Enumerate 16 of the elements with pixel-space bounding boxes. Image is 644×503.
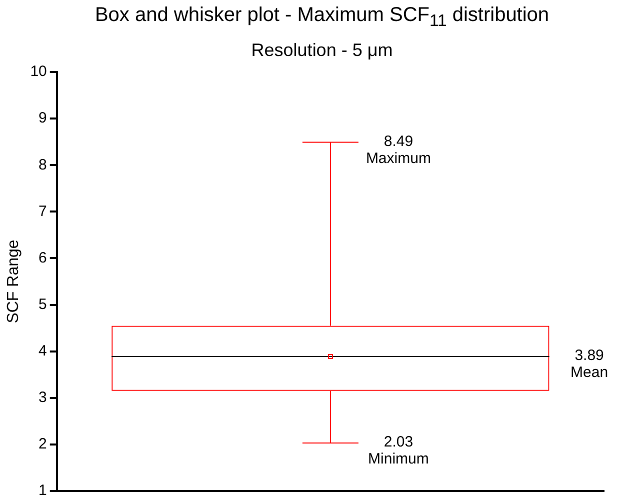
- y-tick-label: 10: [30, 63, 47, 80]
- y-tick-label: 3: [38, 389, 47, 406]
- chart-subtitle: Resolution - 5 μm: [250, 40, 394, 61]
- y-tick-label: 7: [38, 202, 47, 220]
- y-tick-label: 5: [38, 296, 47, 313]
- y-tick-label: 4: [38, 342, 47, 360]
- text: 3.89 Mean: [570, 347, 608, 382]
- y-tick-label: 8: [38, 156, 47, 174]
- y-axis-title: SCF Range: [5, 240, 22, 324]
- chart-title: Box and whisker plot - Maximum SCF$_{11}$ distribution: [94, 4, 550, 31]
- y-tick-label: 2: [38, 436, 47, 453]
- annotation: 8.49 Maximum: [366, 132, 431, 167]
- annotation: 2.03 Minimum: [368, 434, 429, 468]
- y-tick-label: 1: [38, 482, 47, 500]
- y-tick-label: 9: [38, 110, 47, 127]
- y-tick-label: 6: [38, 249, 47, 266]
